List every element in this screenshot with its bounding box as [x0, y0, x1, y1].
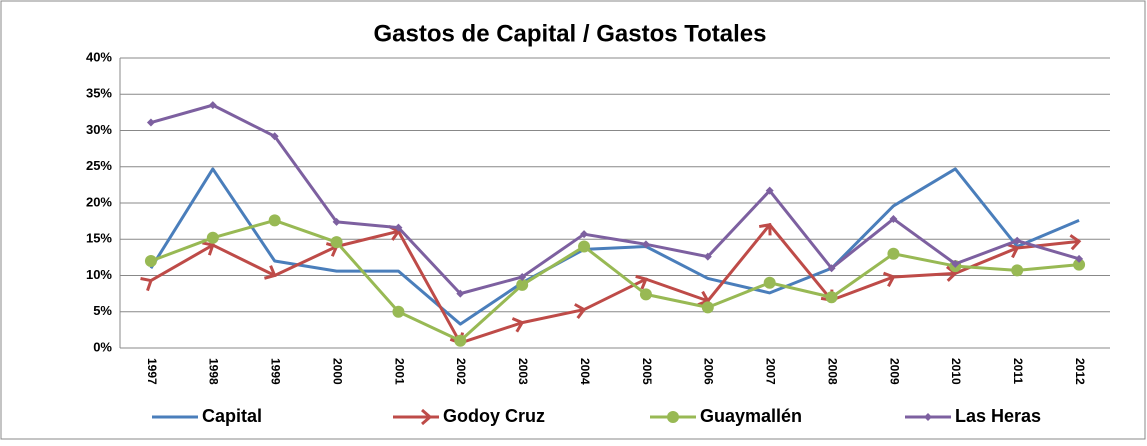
y-tick-label: 20% — [86, 194, 112, 209]
series-line — [149, 167, 1080, 326]
series-line — [150, 103, 1080, 296]
y-tick-label: 15% — [86, 231, 112, 246]
data-point — [421, 408, 433, 426]
data-point — [951, 259, 960, 268]
x-tick-label: 2008 — [825, 358, 839, 385]
data-point — [202, 241, 215, 256]
y-tick-label: 30% — [86, 122, 112, 137]
data-point — [574, 303, 587, 319]
data-point — [701, 301, 714, 314]
data-point — [1013, 236, 1022, 245]
data-point — [270, 132, 279, 141]
data-point — [518, 272, 527, 281]
y-tick-label: 5% — [93, 303, 112, 318]
data-point — [1075, 254, 1084, 263]
legend-label: Godoy Cruz — [443, 406, 545, 426]
data-point — [330, 236, 343, 249]
data-point — [394, 223, 403, 232]
data-point — [765, 186, 774, 195]
data-point — [454, 334, 467, 347]
data-point — [264, 265, 277, 280]
data-point — [889, 214, 898, 223]
data-point — [641, 240, 650, 249]
series-line — [150, 223, 1080, 345]
series-line — [150, 218, 1080, 343]
x-tick-label: 2003 — [516, 358, 530, 385]
data-point — [268, 214, 281, 227]
x-tick-label: 2010 — [949, 358, 963, 385]
y-tick-label: 10% — [86, 267, 112, 282]
x-tick-label: 2009 — [887, 358, 901, 385]
x-tick-label: 1997 — [145, 358, 159, 385]
legend-label: Capital — [202, 406, 262, 426]
data-point — [924, 413, 932, 421]
data-point — [703, 252, 712, 261]
data-point — [332, 217, 341, 226]
data-point — [825, 291, 838, 304]
x-tick-label: 2006 — [702, 358, 716, 385]
y-tick-label: 0% — [93, 339, 112, 354]
legend-label: Las Heras — [955, 406, 1041, 426]
chart-title: Gastos de Capital / Gastos Totales — [374, 20, 767, 47]
x-tick-label: 2001 — [392, 358, 406, 385]
y-tick-label: 40% — [86, 49, 112, 64]
x-tick-label: 1999 — [269, 358, 283, 385]
data-point — [1011, 264, 1024, 277]
x-tick-label: 2005 — [640, 358, 654, 385]
data-point — [1069, 234, 1082, 251]
data-point — [456, 289, 465, 298]
data-point — [667, 411, 679, 423]
x-tick-label: 2004 — [578, 358, 592, 385]
data-point — [140, 277, 153, 292]
data-point — [827, 264, 836, 273]
data-point — [635, 274, 648, 290]
data-point — [763, 276, 776, 289]
data-point — [882, 271, 896, 288]
data-point — [887, 247, 900, 260]
y-tick-label: 25% — [86, 158, 112, 173]
y-tick-label: 35% — [86, 86, 112, 101]
data-point — [208, 101, 217, 110]
x-tick-label: 2007 — [764, 358, 778, 385]
data-point — [146, 118, 155, 127]
x-tick-label: 1998 — [207, 358, 221, 385]
data-point — [206, 231, 219, 244]
data-point — [578, 240, 591, 253]
x-tick-label: 2002 — [454, 358, 468, 385]
x-tick-label: 2012 — [1073, 358, 1087, 385]
legend-label: Guaymallén — [700, 406, 802, 426]
data-point — [516, 278, 529, 291]
data-point — [945, 265, 958, 282]
data-point — [144, 255, 157, 267]
data-point — [758, 222, 772, 236]
data-point — [697, 290, 710, 307]
data-point — [639, 288, 652, 301]
data-point — [1006, 243, 1020, 259]
data-point — [580, 230, 589, 239]
data-point — [511, 317, 525, 333]
x-tick-label: 2000 — [330, 358, 344, 385]
data-point — [1073, 258, 1086, 271]
data-point — [392, 305, 405, 318]
x-tick-label: 2011 — [1011, 358, 1025, 384]
